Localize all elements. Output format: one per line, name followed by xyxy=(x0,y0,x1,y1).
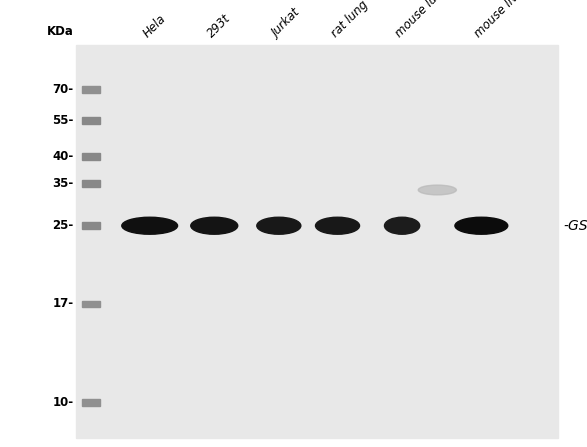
Ellipse shape xyxy=(384,217,420,234)
Ellipse shape xyxy=(122,217,177,234)
Ellipse shape xyxy=(257,217,301,234)
Text: Hela: Hela xyxy=(140,12,168,40)
Bar xyxy=(82,399,100,406)
Text: 35-: 35- xyxy=(52,177,73,190)
Text: 40-: 40- xyxy=(52,150,73,163)
Bar xyxy=(82,86,100,93)
Text: 25-: 25- xyxy=(52,219,73,232)
Text: 17-: 17- xyxy=(52,297,73,311)
Ellipse shape xyxy=(316,217,359,234)
Bar xyxy=(82,117,100,124)
Text: mouse liver: mouse liver xyxy=(472,0,530,40)
Text: 70-: 70- xyxy=(52,83,73,96)
Text: mouse lung: mouse lung xyxy=(393,0,451,40)
Bar xyxy=(82,180,100,187)
Ellipse shape xyxy=(191,217,238,234)
Text: 10-: 10- xyxy=(52,396,73,409)
Bar xyxy=(76,45,558,438)
Text: KDa: KDa xyxy=(46,25,73,38)
Bar xyxy=(82,300,100,308)
Text: -GSTpi: -GSTpi xyxy=(564,219,587,233)
Text: 293t: 293t xyxy=(205,12,234,40)
Bar xyxy=(82,153,100,160)
Bar xyxy=(82,223,100,229)
Text: rat lung: rat lung xyxy=(328,0,370,40)
Text: 55-: 55- xyxy=(52,114,73,127)
Ellipse shape xyxy=(418,185,457,195)
Ellipse shape xyxy=(455,217,508,234)
Text: Jurkat: Jurkat xyxy=(269,7,303,40)
